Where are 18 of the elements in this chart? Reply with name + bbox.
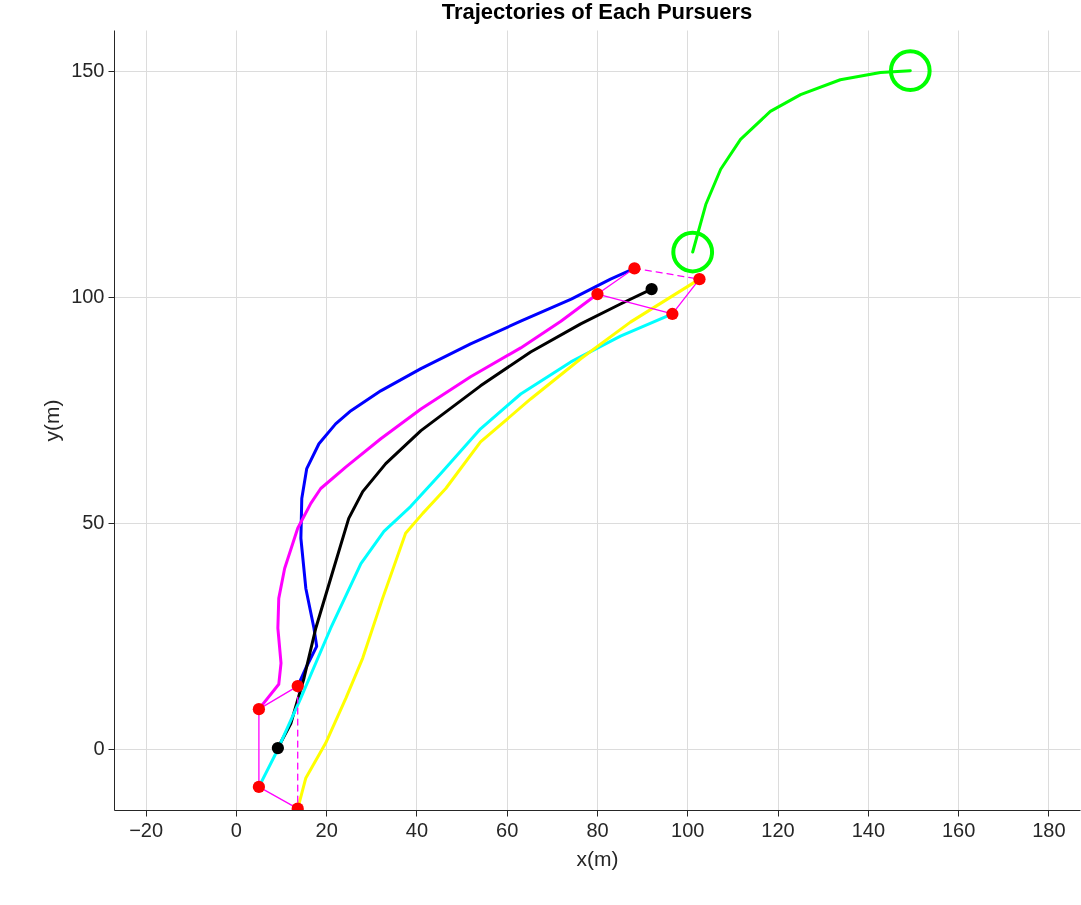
y-axis-title: y(m) bbox=[40, 399, 64, 442]
x-tick-label: 40 bbox=[405, 818, 429, 841]
y-tick-label: 100 bbox=[71, 285, 105, 308]
x-tick-label: 20 bbox=[315, 818, 338, 841]
y-tick-label: 150 bbox=[71, 59, 105, 82]
x-tick-label: 180 bbox=[1032, 818, 1066, 841]
y-tick-label: 0 bbox=[93, 737, 105, 760]
x-axis-title: x(m) bbox=[576, 846, 619, 870]
x-tick-label: 140 bbox=[851, 818, 886, 841]
x-tick-label: 60 bbox=[496, 818, 519, 841]
x-tick-label: 80 bbox=[586, 818, 609, 841]
x-tick-label: 100 bbox=[671, 818, 705, 841]
y-tick-label: 50 bbox=[82, 511, 105, 534]
x-tick-label: 120 bbox=[761, 818, 795, 841]
x-tick-label: −20 bbox=[129, 818, 164, 841]
x-tick-label: 0 bbox=[230, 818, 242, 841]
x-tick-label: 160 bbox=[941, 818, 976, 841]
chart-title: Trajectories of Each Pursuers bbox=[441, 0, 753, 24]
